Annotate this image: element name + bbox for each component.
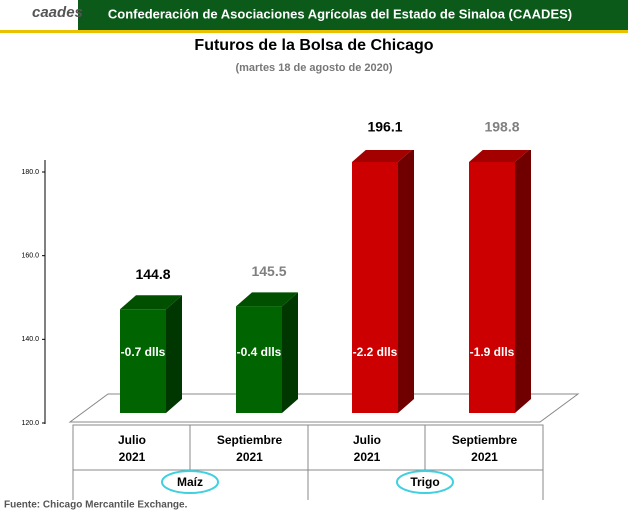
header-bar bbox=[0, 0, 628, 30]
x-tick-label: Julio bbox=[118, 433, 146, 447]
x-tick-label: Septiembre bbox=[452, 433, 518, 447]
bar-side bbox=[398, 150, 414, 413]
y-tick-label: 160.0 bbox=[21, 253, 39, 260]
group-badge bbox=[161, 470, 219, 494]
bar bbox=[469, 162, 515, 413]
value-label: 196.1 bbox=[367, 119, 402, 135]
bar-annotation: -0.7 dlls bbox=[121, 345, 166, 359]
bars bbox=[120, 150, 531, 413]
bar-annotation: -1.9 dlls bbox=[470, 345, 515, 359]
x-tick-label: 2021 bbox=[354, 450, 381, 464]
y-tick-label: 180.0 bbox=[21, 169, 39, 176]
floor bbox=[68, 393, 580, 423]
bar-side bbox=[282, 292, 298, 413]
header-title: Confederación de Asociaciones Agrícolas … bbox=[108, 6, 572, 21]
chart-title: Futuros de la Bolsa de Chicago bbox=[194, 37, 433, 54]
group-label: Maíz bbox=[177, 475, 203, 489]
bar-annotation: -0.4 dlls bbox=[237, 345, 282, 359]
bar bbox=[352, 162, 398, 413]
x-tick-label: Julio bbox=[353, 433, 381, 447]
x-tick-label: 2021 bbox=[119, 450, 146, 464]
bar-top bbox=[120, 295, 182, 310]
header-stripe bbox=[0, 30, 628, 33]
chart-subtitle: (martes 18 de agosto de 2020) bbox=[235, 62, 392, 74]
x-tick-label: Septiembre bbox=[217, 433, 283, 447]
logo-bg bbox=[0, 0, 78, 30]
x-tick-label: 2021 bbox=[471, 450, 498, 464]
logo: caades bbox=[32, 4, 83, 21]
y-tick-label: 120.0 bbox=[21, 420, 39, 427]
footer: Fuente: Chicago Mercantile Exchange. bbox=[4, 500, 188, 511]
value-label: 145.5 bbox=[251, 263, 286, 279]
bar-side bbox=[515, 150, 531, 413]
bar-top bbox=[352, 150, 412, 162]
bar-annotation: -2.2 dlls bbox=[353, 345, 398, 359]
bar bbox=[236, 306, 282, 413]
bar-top bbox=[469, 150, 529, 162]
value-label: 198.8 bbox=[484, 119, 519, 135]
bar-side bbox=[166, 295, 182, 413]
group-label: Trigo bbox=[410, 475, 439, 489]
bar-top bbox=[236, 292, 298, 307]
x-tick-label: 2021 bbox=[236, 450, 263, 464]
bar bbox=[120, 309, 166, 413]
y-tick-label: 140.0 bbox=[21, 336, 39, 343]
value-label: 144.8 bbox=[135, 266, 170, 282]
group-badge bbox=[396, 470, 454, 494]
